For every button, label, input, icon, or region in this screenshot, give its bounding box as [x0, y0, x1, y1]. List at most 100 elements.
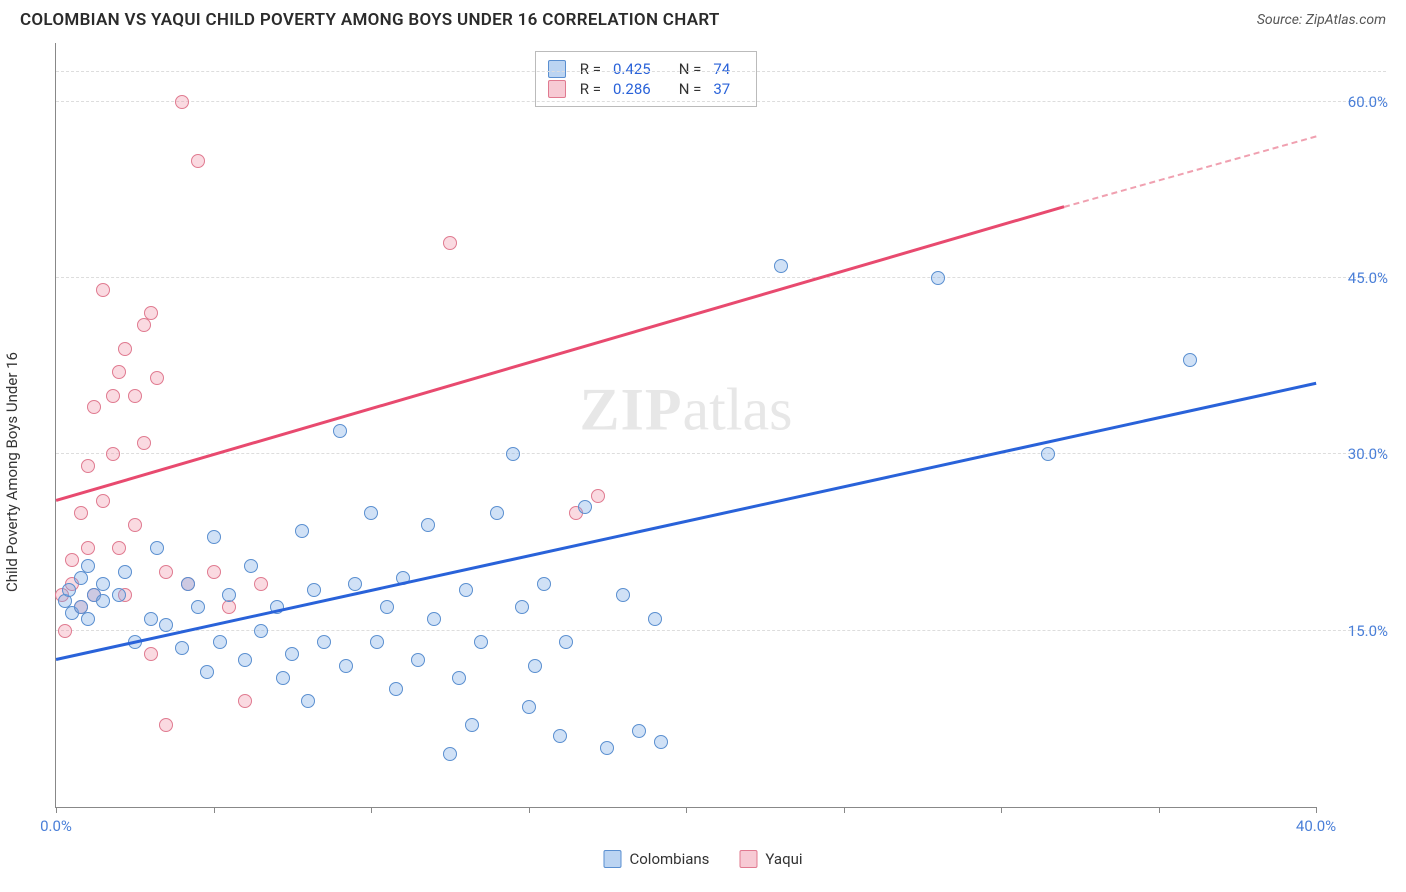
scatter-point-colombian [506, 447, 520, 461]
scatter-point-yaqui [112, 541, 126, 555]
scatter-point-colombian [317, 635, 331, 649]
y-axis-label: Child Poverty Among Boys Under 16 [3, 352, 21, 592]
scatter-point-colombian [207, 530, 221, 544]
scatter-point-yaqui [81, 459, 95, 473]
legend-label-colombian: Colombians [629, 850, 709, 868]
scatter-point-yaqui [106, 389, 120, 403]
y-tick-label: 60.0% [1348, 93, 1388, 111]
scatter-point-colombian [144, 612, 158, 626]
trend-line-yaqui [56, 205, 1065, 501]
x-tick [1159, 807, 1160, 813]
y-tick-label: 45.0% [1348, 269, 1388, 287]
scatter-point-yaqui [191, 154, 205, 168]
x-tick [1001, 807, 1002, 813]
gridline-h [56, 453, 1386, 454]
scatter-point-yaqui [443, 236, 457, 250]
x-tick [844, 807, 845, 813]
x-tick [214, 807, 215, 813]
scatter-point-colombian [774, 259, 788, 273]
n-value-colombian: 74 [713, 60, 730, 78]
scatter-point-colombian [600, 741, 614, 755]
scatter-point-colombian [490, 506, 504, 520]
scatter-point-colombian [389, 682, 403, 696]
x-tick [56, 807, 57, 813]
scatter-point-yaqui [150, 371, 164, 385]
scatter-point-colombian [427, 612, 441, 626]
scatter-point-colombian [112, 588, 126, 602]
scatter-point-colombian [578, 500, 592, 514]
scatter-point-colombian [222, 588, 236, 602]
watermark: ZIPatlas [580, 375, 793, 444]
scatter-point-colombian [443, 747, 457, 761]
scatter-point-colombian [96, 577, 110, 591]
x-tick [371, 807, 372, 813]
trend-line-yaqui-dashed [1064, 135, 1317, 207]
scatter-point-colombian [254, 624, 268, 638]
scatter-point-colombian [181, 577, 195, 591]
n-value-yaqui: 37 [713, 80, 730, 98]
scatter-point-yaqui [58, 624, 72, 638]
x-tick [1316, 807, 1317, 813]
scatter-point-colombian [632, 724, 646, 738]
swatch-yaqui [548, 80, 566, 98]
scatter-point-colombian [200, 665, 214, 679]
scatter-point-colombian [515, 600, 529, 614]
scatter-point-yaqui [159, 565, 173, 579]
legend-row-colombian: R = 0.425 N = 74 [548, 60, 744, 78]
scatter-point-yaqui [128, 518, 142, 532]
scatter-point-colombian [295, 524, 309, 538]
scatter-point-colombian [62, 583, 76, 597]
scatter-point-colombian [175, 641, 189, 655]
source-label: Source: [1257, 12, 1302, 28]
scatter-point-colombian [380, 600, 394, 614]
scatter-point-yaqui [159, 718, 173, 732]
scatter-point-colombian [364, 506, 378, 520]
x-tick [529, 807, 530, 813]
scatter-point-colombian [307, 583, 321, 597]
scatter-point-colombian [276, 671, 290, 685]
scatter-point-colombian [1183, 353, 1197, 367]
scatter-point-colombian [528, 659, 542, 673]
scatter-point-colombian [474, 635, 488, 649]
watermark-bold: ZIP [580, 376, 683, 442]
scatter-point-colombian [333, 424, 347, 438]
scatter-point-colombian [648, 612, 662, 626]
r-value-yaqui: 0.286 [613, 80, 651, 98]
scatter-point-colombian [616, 588, 630, 602]
scatter-point-colombian [522, 700, 536, 714]
scatter-point-colombian [285, 647, 299, 661]
scatter-point-yaqui [74, 506, 88, 520]
scatter-point-yaqui [118, 342, 132, 356]
n-label: N = [679, 80, 702, 98]
scatter-point-colombian [81, 612, 95, 626]
scatter-point-colombian [238, 653, 252, 667]
chart-title: COLOMBIAN VS YAQUI CHILD POVERTY AMONG B… [20, 10, 720, 30]
scatter-point-colombian [150, 541, 164, 555]
scatter-point-colombian [654, 735, 668, 749]
scatter-point-colombian [931, 271, 945, 285]
scatter-point-colombian [96, 594, 110, 608]
watermark-rest: atlas [683, 376, 793, 442]
gridline-h [56, 277, 1386, 278]
series-legend: Colombians Yaqui [603, 850, 802, 868]
correlation-legend-box: R = 0.425 N = 74 R = 0.286 N = 37 [535, 51, 757, 107]
scatter-point-colombian [118, 565, 132, 579]
scatter-point-colombian [339, 659, 353, 673]
scatter-point-colombian [191, 600, 205, 614]
scatter-point-colombian [1041, 447, 1055, 461]
scatter-point-colombian [411, 653, 425, 667]
scatter-point-colombian [452, 671, 466, 685]
y-tick-label: 15.0% [1348, 622, 1388, 640]
legend-item-yaqui: Yaqui [739, 850, 802, 868]
scatter-point-colombian [159, 618, 173, 632]
scatter-point-yaqui [112, 365, 126, 379]
legend-label-yaqui: Yaqui [765, 850, 802, 868]
scatter-point-yaqui [65, 553, 79, 567]
scatter-point-colombian [459, 583, 473, 597]
r-label: R = [580, 60, 601, 78]
scatter-point-colombian [348, 577, 362, 591]
scatter-point-colombian [81, 559, 95, 573]
scatter-point-yaqui [175, 95, 189, 109]
swatch-colombian [548, 60, 566, 78]
scatter-point-colombian [301, 694, 315, 708]
